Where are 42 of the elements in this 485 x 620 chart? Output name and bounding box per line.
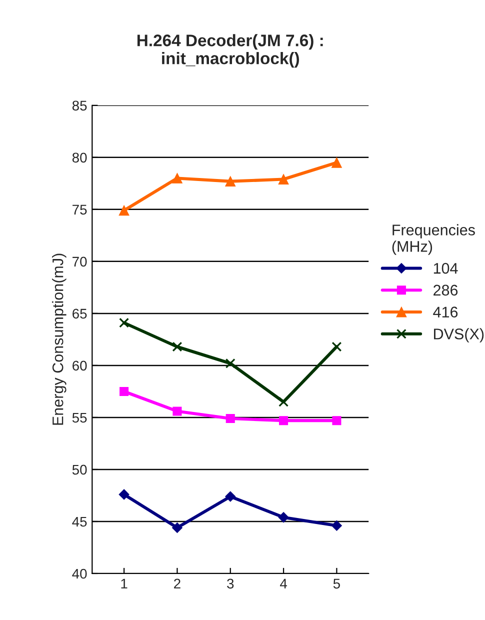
point [172,173,182,184]
point [172,522,182,533]
legend-label: 104 [434,262,458,274]
point [279,416,288,426]
point [332,416,342,426]
point [172,406,182,416]
y-tick-label: 55 [72,412,87,423]
point [120,386,129,396]
point [331,520,342,531]
point [119,318,130,328]
point [226,414,235,424]
point [278,396,289,407]
x-tick-label: 4 [280,578,287,588]
chart-title: H.264 Decoder(JM 7.6) : init_macroblock() [137,34,323,68]
point [332,342,342,352]
y-tick-label: 70 [72,256,87,267]
legend-label: DVS(X) [434,328,484,342]
point [118,489,130,500]
legend-label: 286 [434,284,458,296]
point [225,176,236,187]
point [172,342,182,352]
x-tick-label: 2 [174,578,180,588]
y-tick-label: 45 [72,516,87,527]
point [331,157,342,168]
legend-title: Frequencies (MHz) [392,224,475,255]
y-tick-label: 40 [72,568,87,579]
y-axis-title: Energy Consumption(mJ) [52,254,66,425]
y-tick-label: 75 [72,204,87,215]
y-tick-label: 65 [72,308,87,319]
point [225,491,236,502]
legend-label: 416 [433,306,458,318]
point [118,205,130,216]
y-tick-label: 60 [72,360,87,371]
y-tick-label: 50 [72,464,87,475]
x-tick-label: 1 [121,578,128,588]
y-tick-label: 80 [72,152,87,163]
x-tick-label: 3 [227,578,234,589]
point [278,174,289,184]
y-tick-label: 85 [72,100,87,111]
point [278,512,289,523]
x-tick-label: 5 [333,578,340,589]
point [225,358,236,368]
